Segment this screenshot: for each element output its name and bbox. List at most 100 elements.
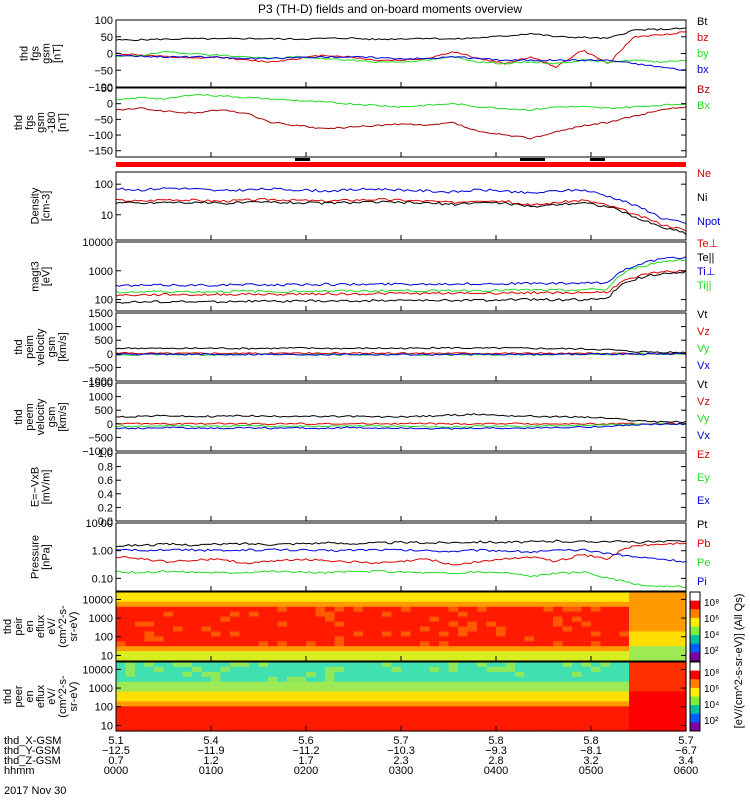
heatmap-cell	[154, 646, 165, 652]
heatmap-cell	[182, 666, 193, 673]
heatmap-cell	[467, 611, 478, 618]
heatmap-cell	[173, 686, 184, 693]
heatmap-cell	[258, 621, 269, 628]
heatmap-cell	[173, 676, 184, 683]
heatmap-cell	[524, 641, 535, 647]
heatmap-cell	[648, 666, 659, 673]
heatmap-cell	[648, 696, 659, 703]
heatmap-cell	[334, 611, 345, 618]
heatmap-cell	[591, 721, 602, 727]
heatmap-cell	[505, 686, 516, 693]
heatmap-cell	[391, 696, 402, 703]
heatmap-cell	[638, 676, 649, 683]
heatmap-cell	[543, 631, 554, 637]
heatmap-cell	[648, 711, 659, 717]
heatmap-cell	[648, 671, 659, 678]
heatmap-cell	[648, 716, 659, 722]
heatmap-cell	[334, 676, 345, 683]
heatmap-cell	[135, 656, 146, 662]
y-tick-label: 0.2	[98, 502, 113, 514]
heatmap-cell	[648, 726, 659, 732]
heatmap-cell	[429, 641, 440, 647]
colorbar-frame	[689, 661, 701, 732]
heatmap-cell	[372, 671, 383, 678]
heatmap-cell	[572, 601, 583, 608]
heatmap-cell	[344, 701, 355, 707]
x-axis-value: 5.8	[488, 735, 503, 747]
heatmap-cell	[534, 601, 545, 608]
heatmap-cell	[220, 726, 231, 732]
heatmap-cell	[543, 646, 554, 652]
heatmap-cell	[648, 681, 659, 688]
heatmap-cell	[648, 651, 659, 657]
heatmap-cell	[629, 671, 640, 678]
heatmap-cell	[429, 711, 440, 717]
heatmap-cell	[230, 706, 241, 712]
heatmap-cell	[410, 611, 421, 618]
heatmap-cell	[496, 666, 507, 673]
heatmap-cell	[258, 726, 269, 732]
heatmap-cell	[163, 706, 174, 712]
heatmap-cell	[258, 626, 269, 633]
heatmap-cell	[325, 721, 336, 727]
heatmap-cell	[201, 676, 212, 683]
heatmap-cell	[306, 601, 317, 608]
heatmap-cell	[638, 626, 649, 633]
heatmap-cell	[657, 666, 668, 673]
heatmap-cell	[524, 671, 535, 678]
heatmap-cell	[448, 681, 459, 688]
heatmap-cell	[477, 611, 488, 618]
heatmap-cell	[429, 686, 440, 693]
y-axis-label-line: [km/s]	[57, 332, 69, 361]
heatmap-cell	[458, 601, 469, 608]
heatmap-cell	[496, 601, 507, 608]
heatmap-cell	[372, 711, 383, 717]
heatmap-cell	[334, 621, 345, 628]
heatmap-cell	[477, 691, 488, 698]
x-axis-value: 0000	[104, 765, 128, 777]
heatmap-cell	[116, 611, 127, 618]
heatmap-cell	[524, 726, 535, 732]
heatmap-cell	[211, 666, 222, 673]
heatmap-cell	[125, 592, 136, 598]
heatmap-cell	[401, 691, 412, 698]
heatmap-cell	[325, 646, 336, 652]
heatmap-cell	[239, 681, 250, 688]
heatmap-cell	[448, 662, 459, 668]
heatmap-cell	[401, 601, 412, 608]
heatmap-cell	[296, 611, 307, 618]
heatmap-cell	[249, 592, 260, 598]
heatmap-cell	[667, 711, 678, 717]
heatmap-cell	[173, 721, 184, 727]
heatmap-cell	[382, 651, 393, 657]
heatmap-cell	[610, 666, 621, 673]
heatmap-cell	[534, 681, 545, 688]
heatmap-cell	[382, 696, 393, 703]
heatmap-cell	[591, 621, 602, 628]
heatmap-cell	[410, 616, 421, 623]
heatmap-cell	[192, 636, 203, 642]
x-axis-row-label: hhmm	[4, 765, 35, 777]
heatmap-cell	[486, 681, 497, 688]
heatmap-cell	[648, 676, 659, 683]
heatmap-cell	[600, 671, 611, 678]
heatmap-cell	[439, 626, 450, 633]
heatmap-cell	[372, 666, 383, 673]
heatmap-cell	[315, 691, 326, 698]
heatmap-cell	[562, 676, 573, 683]
heatmap-cell	[496, 592, 507, 598]
heatmap-cell	[220, 656, 231, 662]
heatmap-cell	[239, 651, 250, 657]
series-line-ne	[115, 197, 687, 232]
heatmap-cell	[657, 601, 668, 608]
heatmap-cell	[211, 606, 222, 613]
heatmap-cell	[334, 592, 345, 598]
heatmap-cell	[154, 676, 165, 683]
y-axis-label-line: peim	[24, 335, 36, 359]
heatmap-cell	[163, 601, 174, 608]
heatmap-cell	[211, 626, 222, 633]
heatmap-cell	[201, 662, 212, 668]
heatmap-cell	[524, 656, 535, 662]
heatmap-cell	[296, 721, 307, 727]
